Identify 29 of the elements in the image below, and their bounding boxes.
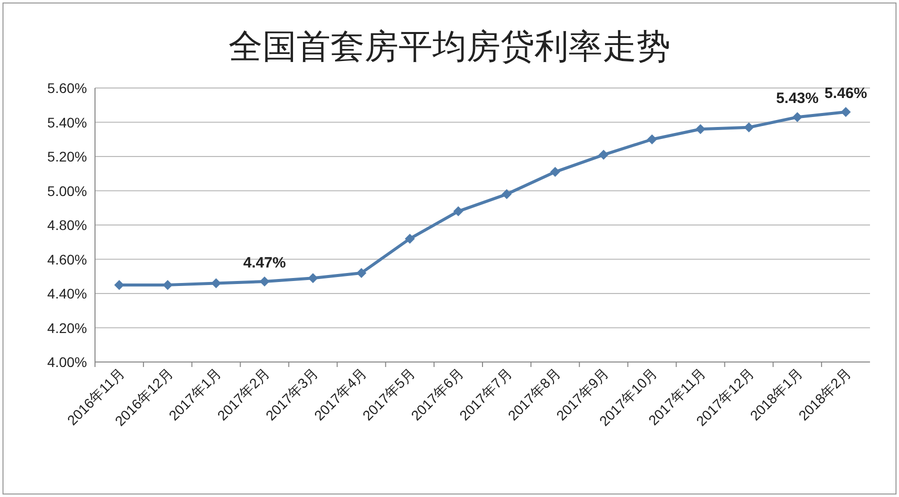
title: 全国首套房平均房贷利率走势 <box>228 27 670 67</box>
point <box>598 150 609 160</box>
point <box>647 134 658 144</box>
point <box>502 189 512 200</box>
y-tick-label: 4.60% <box>47 251 87 268</box>
data-label: 5.46% <box>824 84 868 102</box>
point <box>308 273 318 284</box>
point <box>404 234 415 244</box>
point <box>840 106 851 117</box>
y-tick-label: 4.00% <box>47 354 87 370</box>
point <box>162 280 173 290</box>
y-tick-label: 5.20% <box>47 148 87 164</box>
point <box>744 122 754 132</box>
point <box>792 112 802 122</box>
y-tick-label: 5.00% <box>47 182 87 199</box>
point <box>260 276 270 287</box>
y-tick-label: 4.80% <box>47 217 87 233</box>
point <box>114 280 124 290</box>
data-label: 5.43% <box>776 90 819 108</box>
point <box>695 124 706 134</box>
y-tick-label: 4.20% <box>47 320 87 336</box>
y-tick-label: 5.40% <box>47 114 87 130</box>
point <box>550 166 560 177</box>
point <box>211 278 222 288</box>
point <box>453 206 464 216</box>
data-label: 4.47% <box>243 254 286 272</box>
y-tick-label: 4.40% <box>47 286 87 302</box>
point <box>356 268 366 278</box>
y-tick-label: 5.60% <box>47 80 87 96</box>
